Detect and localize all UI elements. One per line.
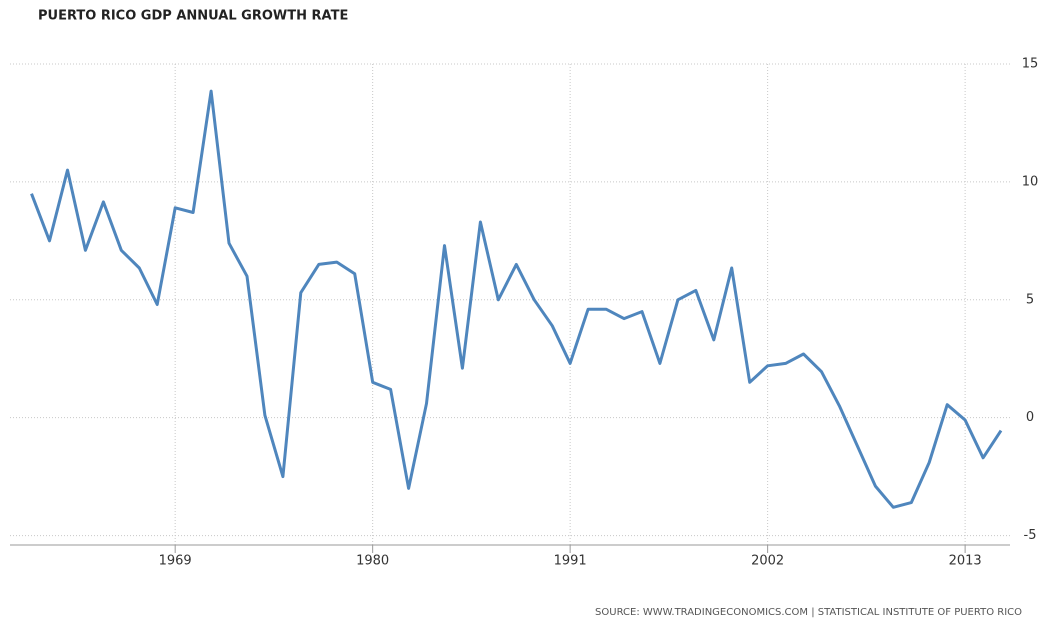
chart-title: PUERTO RICO GDP ANNUAL GROWTH RATE xyxy=(38,9,348,24)
y-tick-label: 0 xyxy=(1026,410,1034,425)
x-tick-label: 2013 xyxy=(949,554,982,569)
x-tick-label: 1969 xyxy=(159,554,192,569)
data-line xyxy=(30,89,1003,509)
y-tick-label: 10 xyxy=(1022,174,1039,189)
y-tick-label: 5 xyxy=(1026,292,1034,307)
x-tick-label: 1980 xyxy=(356,554,389,569)
source-note: SOURCE: WWW.TRADINGECONOMICS.COM | STATI… xyxy=(595,607,1022,618)
y-tick-label: 15 xyxy=(1022,57,1039,72)
y-tick-label: -5 xyxy=(1024,528,1037,543)
x-tick-label: 2002 xyxy=(751,554,784,569)
x-tick-label: 1991 xyxy=(554,554,587,569)
